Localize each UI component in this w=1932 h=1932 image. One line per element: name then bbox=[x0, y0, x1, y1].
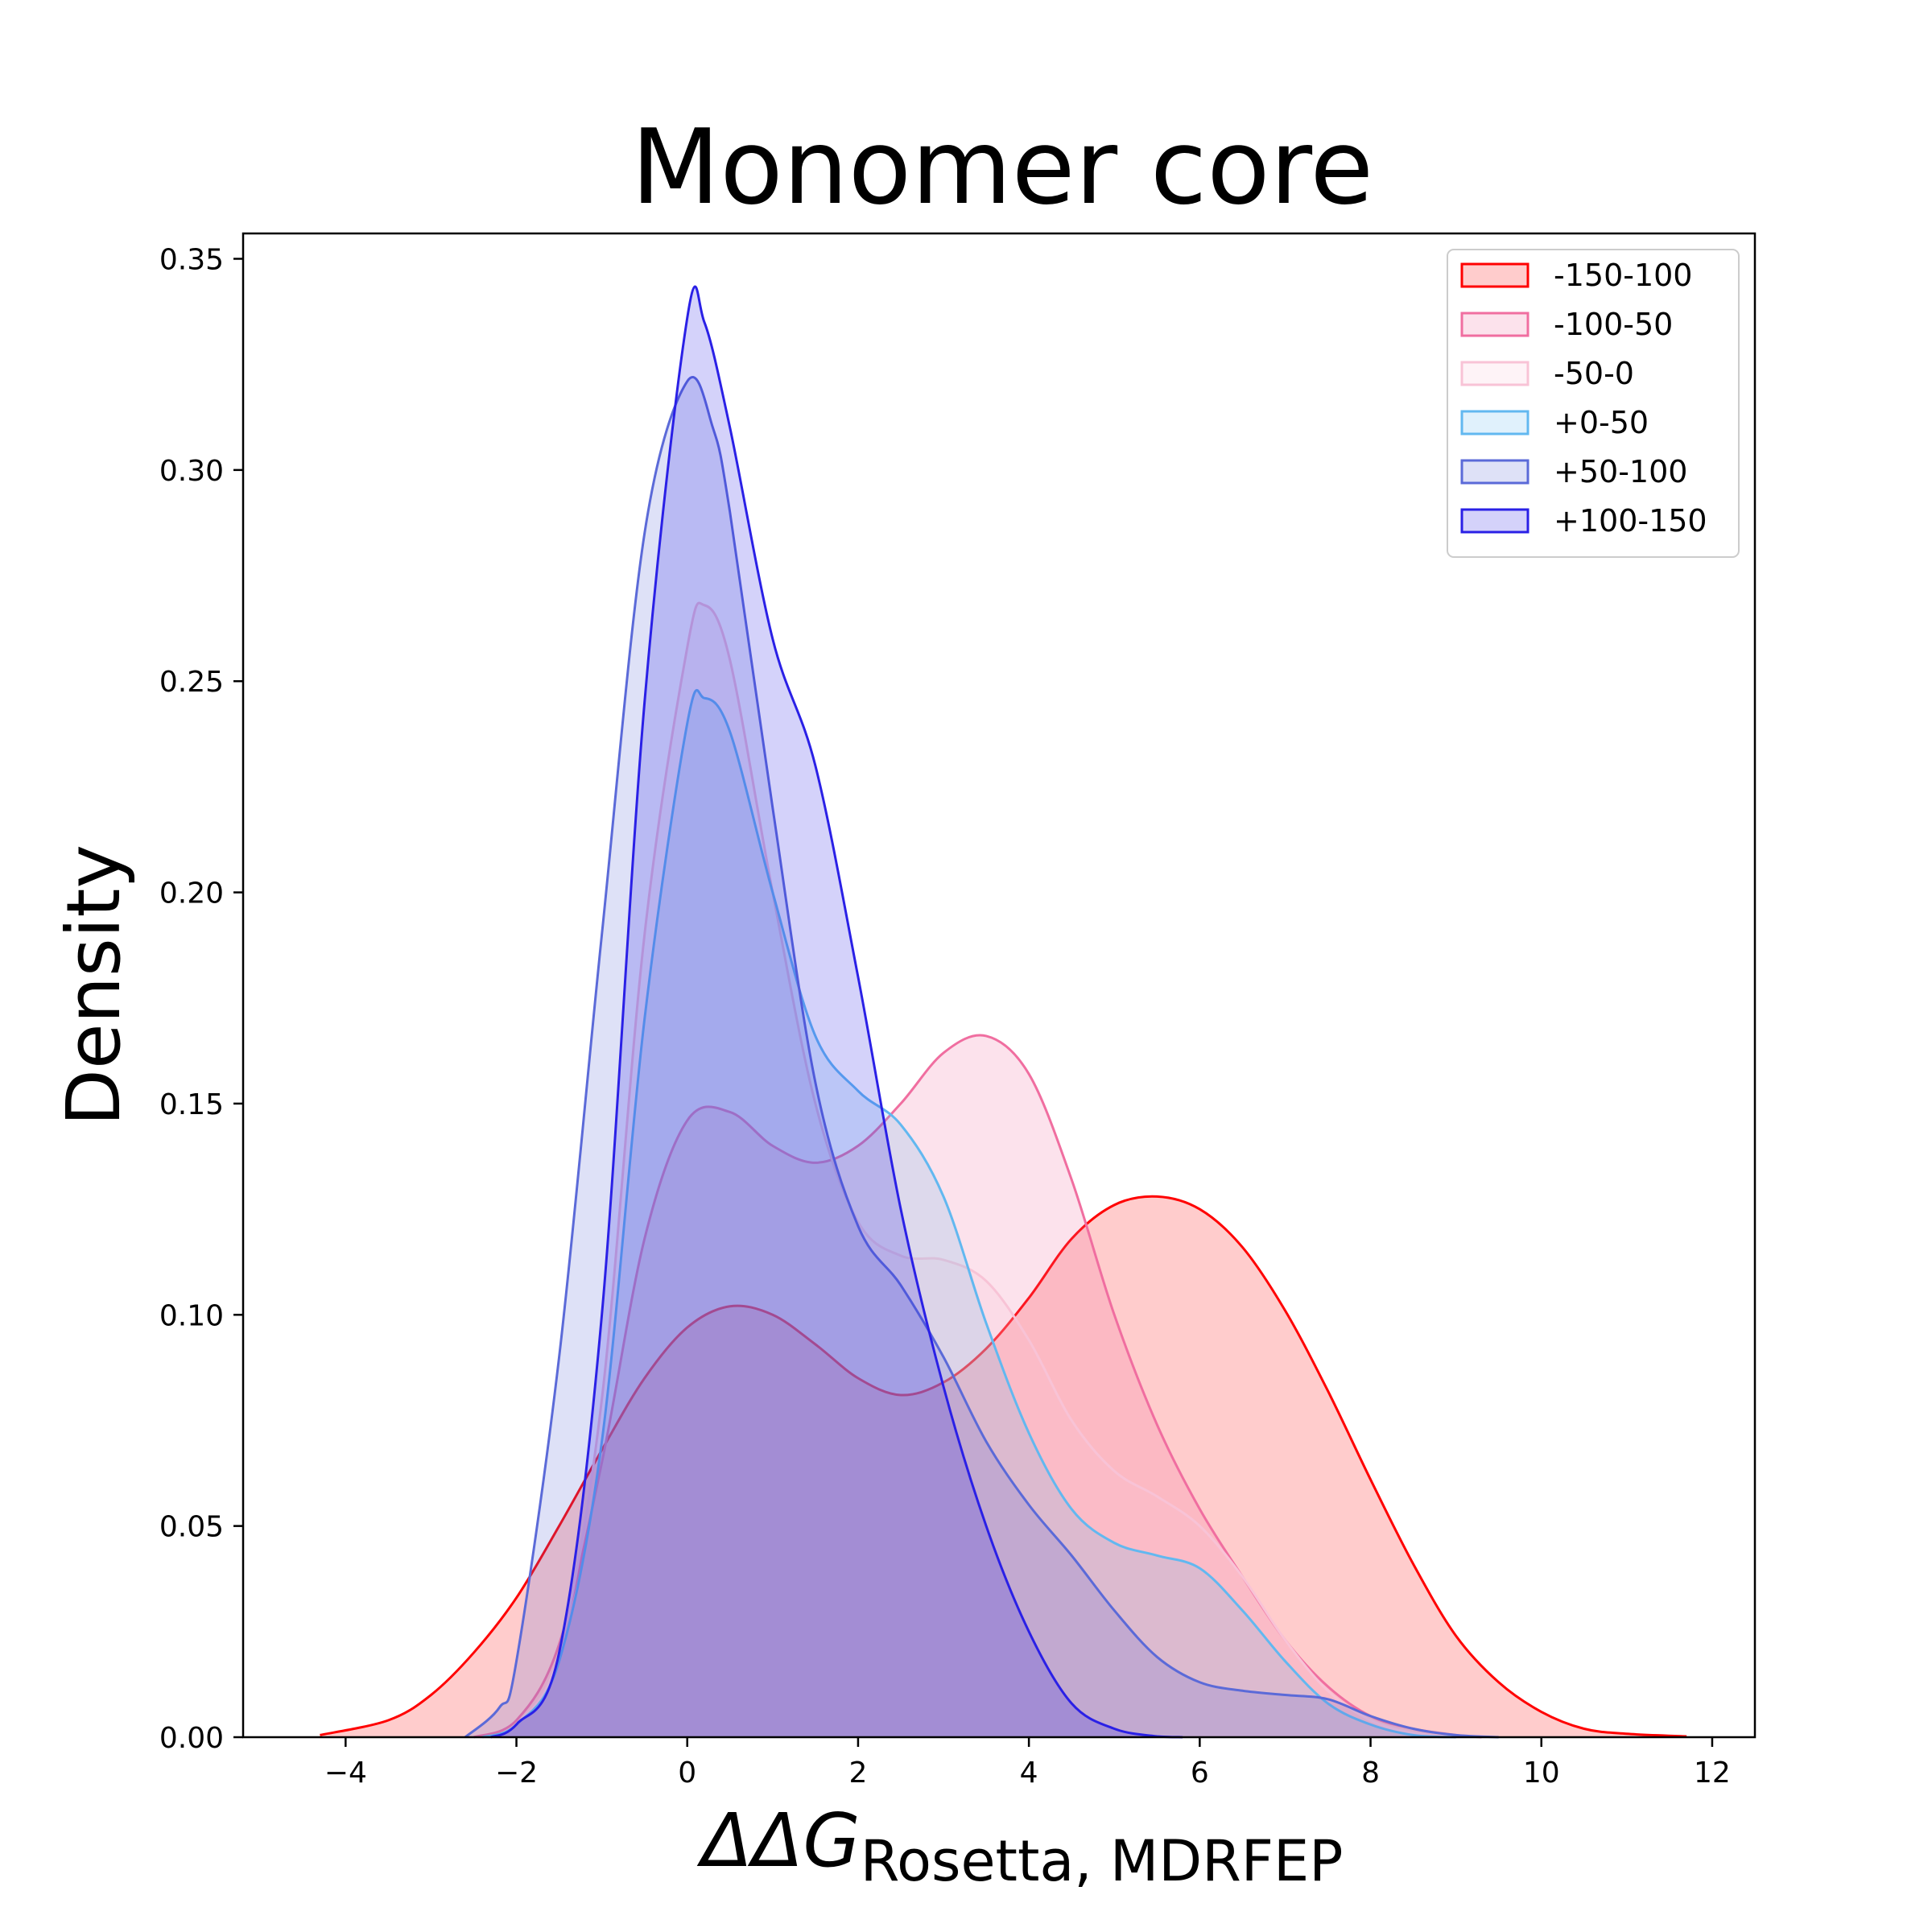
legend-swatch-series-6 bbox=[1460, 508, 1530, 534]
density-curve-series-6 bbox=[490, 285, 1183, 1739]
legend-swatch-series-1 bbox=[1460, 262, 1530, 288]
y-tick-label: 0.00 bbox=[159, 1722, 224, 1755]
legend-swatch-series-3 bbox=[1460, 361, 1530, 386]
legend: -150-100 -100-50 -50-0 +0-50 +50-100 +100-150 bbox=[1447, 249, 1740, 558]
legend-label-series-1: -150-100 bbox=[1554, 258, 1692, 293]
legend-swatch-series-4 bbox=[1460, 410, 1530, 436]
legend-label-series-2: -100-50 bbox=[1554, 307, 1673, 342]
x-tick-label: 8 bbox=[1361, 1757, 1380, 1790]
density-curve-series-3 bbox=[490, 601, 1456, 1739]
legend-label-series-5: +50-100 bbox=[1554, 454, 1687, 489]
y-tick-label: 0.15 bbox=[159, 1088, 224, 1121]
legend-swatch-series-2 bbox=[1460, 312, 1530, 337]
x-tick-label: 4 bbox=[1020, 1757, 1038, 1790]
x-tick-label: 6 bbox=[1191, 1757, 1209, 1790]
plot-frame bbox=[242, 232, 1757, 1739]
chart-title: Monomer core bbox=[631, 108, 1373, 228]
y-tick-label: 0.10 bbox=[159, 1299, 224, 1332]
x-tick-label: 12 bbox=[1694, 1757, 1731, 1790]
y-axis: 0.00 0.05 0.10 0.15 0.20 0.25 0.30 0.35 bbox=[159, 243, 243, 1755]
x-tick-label: 10 bbox=[1523, 1757, 1560, 1790]
density-area-series-5 bbox=[464, 377, 1499, 1737]
density-area-series-6 bbox=[490, 287, 1183, 1737]
density-curve-series-4 bbox=[481, 689, 1456, 1739]
legend-label-series-3: -50-0 bbox=[1554, 356, 1634, 391]
x-tick-label: 2 bbox=[848, 1757, 867, 1790]
density-curve-series-5 bbox=[464, 375, 1499, 1739]
y-tick-label: 0.35 bbox=[159, 243, 224, 276]
x-axis-label-subscript: Rosetta, MDRFEP bbox=[861, 1828, 1344, 1894]
x-tick-label: 0 bbox=[678, 1757, 696, 1790]
legend-box bbox=[1447, 249, 1740, 558]
y-tick-label: 0.30 bbox=[159, 455, 224, 488]
y-tick-label: 0.20 bbox=[159, 877, 224, 910]
y-tick-label: 0.05 bbox=[159, 1511, 224, 1544]
plot-area bbox=[320, 285, 1687, 1739]
density-area-series-3 bbox=[490, 603, 1456, 1738]
x-tick-label: −2 bbox=[495, 1757, 538, 1790]
legend-swatch-series-5 bbox=[1460, 459, 1530, 485]
x-tick-label: −4 bbox=[324, 1757, 367, 1790]
y-tick-label: 0.25 bbox=[159, 666, 224, 699]
legend-label-series-6: +100-150 bbox=[1554, 503, 1707, 539]
legend-label-series-4: +0-50 bbox=[1554, 405, 1649, 440]
density-area-series-4 bbox=[482, 690, 1456, 1737]
x-axis: −4 −2 0 2 4 6 8 10 12 bbox=[324, 1737, 1731, 1790]
x-axis-label: ΔΔGRosetta, MDRFEP bbox=[697, 1798, 1344, 1894]
y-axis-label: Density bbox=[51, 844, 137, 1126]
x-axis-label-main: ΔΔG bbox=[697, 1798, 861, 1884]
